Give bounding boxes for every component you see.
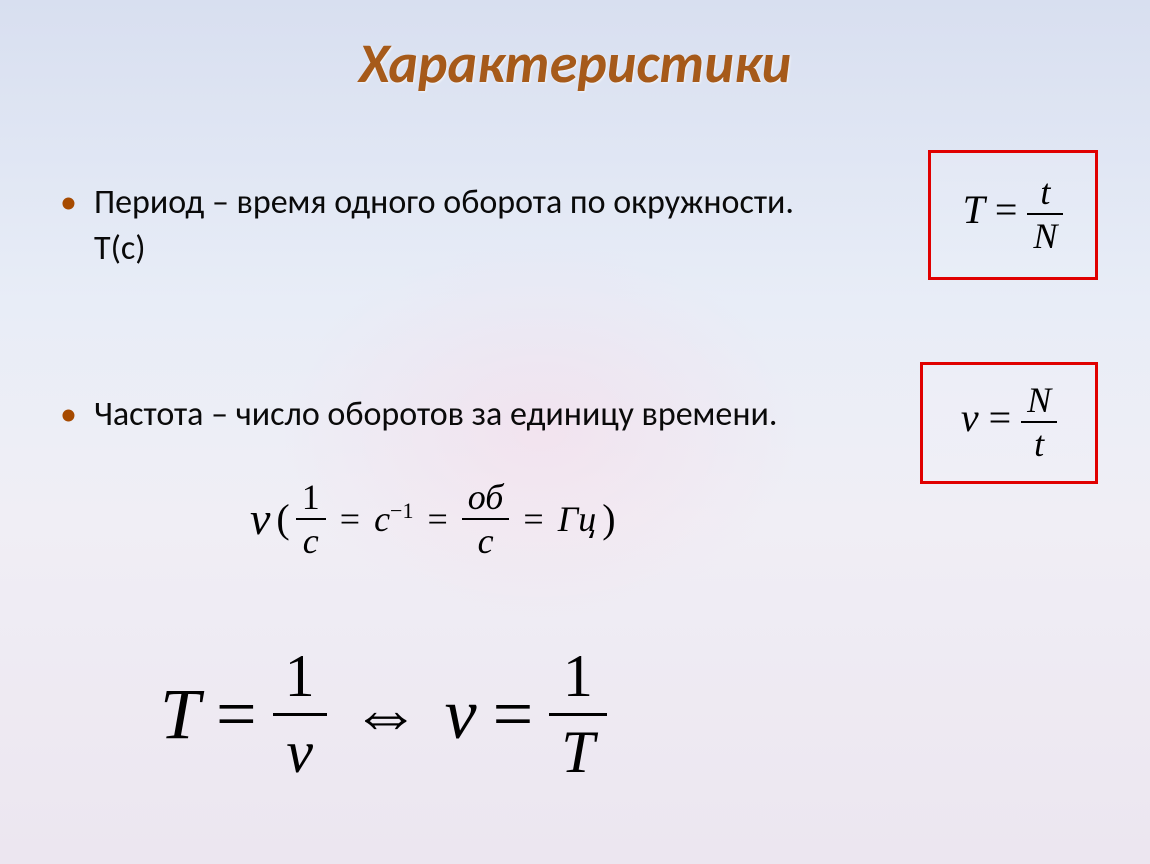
iff-arrow-icon: ⇔ (343, 675, 429, 755)
num-1a: 1 (273, 640, 327, 716)
den-c2: с (478, 521, 494, 561)
num-1b: 1 (549, 640, 606, 716)
slide-title: Характеристики (0, 30, 1150, 98)
frac-1-over-T: 1 T (549, 640, 606, 789)
denominator-N: N (1033, 216, 1057, 256)
numerator-N: N (1027, 380, 1051, 420)
slide: Характеристики Период – время одного обо… (0, 0, 1150, 864)
equals: = (989, 395, 1012, 440)
nu-lead: ν (250, 496, 270, 542)
T-symbol: T (963, 187, 985, 232)
denominator-t: t (1034, 424, 1044, 464)
big-T: T (160, 673, 200, 756)
num-ob: об (468, 477, 504, 517)
big-eq1: = (216, 673, 257, 756)
formula-period-box: T = t N (928, 150, 1098, 280)
fraction-t-over-N: t N (1027, 171, 1063, 257)
formula-frequency-box: ν = N t (920, 362, 1098, 484)
bullet-period: Период – время одного оборота по окружно… (54, 180, 850, 272)
frac-1-over-nu: 1 ν (273, 640, 327, 789)
exp-minus1: −1 (390, 498, 413, 523)
eq2: = (419, 498, 455, 540)
eq3: = (515, 498, 551, 540)
close-paren: ) (602, 499, 615, 539)
unit-ob-over-c: об с (462, 476, 510, 562)
c-base: с (374, 499, 390, 539)
eq1: = (332, 498, 368, 540)
unit-hz: Гц (558, 498, 596, 540)
fraction-N-over-t: N t (1021, 379, 1057, 465)
den-c: с (303, 521, 319, 561)
unit-1-over-c: 1 с (296, 476, 326, 562)
period-frequency-relation: T = 1 ν ⇔ ν = 1 T (160, 640, 607, 789)
den-T: T (561, 719, 594, 785)
open-paren: ( (276, 499, 289, 539)
big-nu: ν (445, 673, 477, 756)
nu-symbol: ν (961, 395, 979, 440)
numerator-t: t (1040, 172, 1050, 212)
unit-c-minus1: с−1 (374, 498, 413, 540)
num-1: 1 (296, 476, 326, 520)
equals: = (995, 187, 1018, 232)
den-nu: ν (286, 719, 313, 785)
nu-units-line: ν ( 1 с = с−1 = об с = Гц ) (250, 476, 616, 562)
big-eq2: = (493, 673, 534, 756)
bullet-frequency: Частота – число оборотов за единицу врем… (54, 392, 850, 438)
